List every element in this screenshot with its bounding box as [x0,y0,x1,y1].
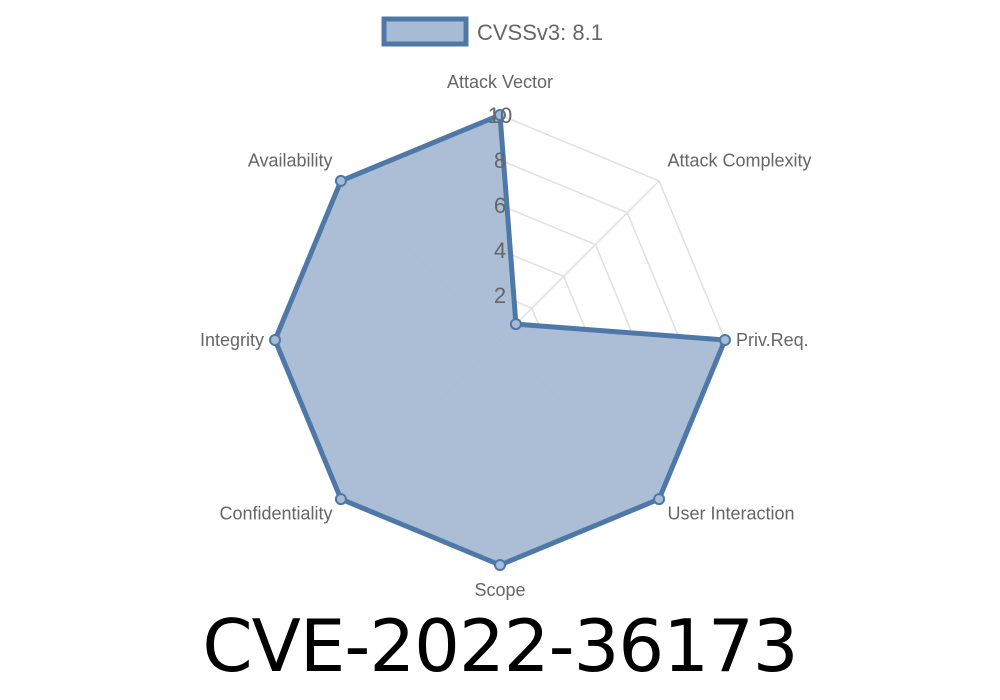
data-point [334,174,347,187]
tick-label: 8 [494,148,506,173]
tick-label: 4 [494,238,506,263]
data-point [334,493,347,506]
tick-label: 10 [488,103,512,128]
axis-label: Priv.Req. [736,330,809,350]
grid-spoke [499,180,660,341]
radar-series [269,109,731,571]
legend[interactable]: CVSSv3: 8.1 [381,16,603,47]
legend-swatch [381,16,469,47]
data-point [509,318,522,331]
chart-title: CVE-2022-36173 [202,604,798,688]
axis-label: User Interaction [667,503,794,523]
data-point [494,109,506,121]
data-point [494,559,506,571]
data-point [269,334,281,346]
axis-label: Attack Vector [447,72,553,92]
tick-labels: 2 4 6 8 10 [488,103,512,308]
data-point [719,334,731,346]
axis-label: Integrity [200,330,264,350]
tick-label: 2 [494,283,506,308]
data-point [653,493,666,506]
tick-label: 6 [494,193,506,218]
axis-label: Confidentiality [219,503,332,523]
axis-label: Scope [474,580,525,600]
legend-label: CVSSv3: 8.1 [477,20,603,45]
axis-label: Attack Complexity [667,151,811,171]
axis-label: Availability [248,151,333,171]
axis-labels: Attack Vector Attack Complexity Priv.Req. U… [200,72,812,600]
